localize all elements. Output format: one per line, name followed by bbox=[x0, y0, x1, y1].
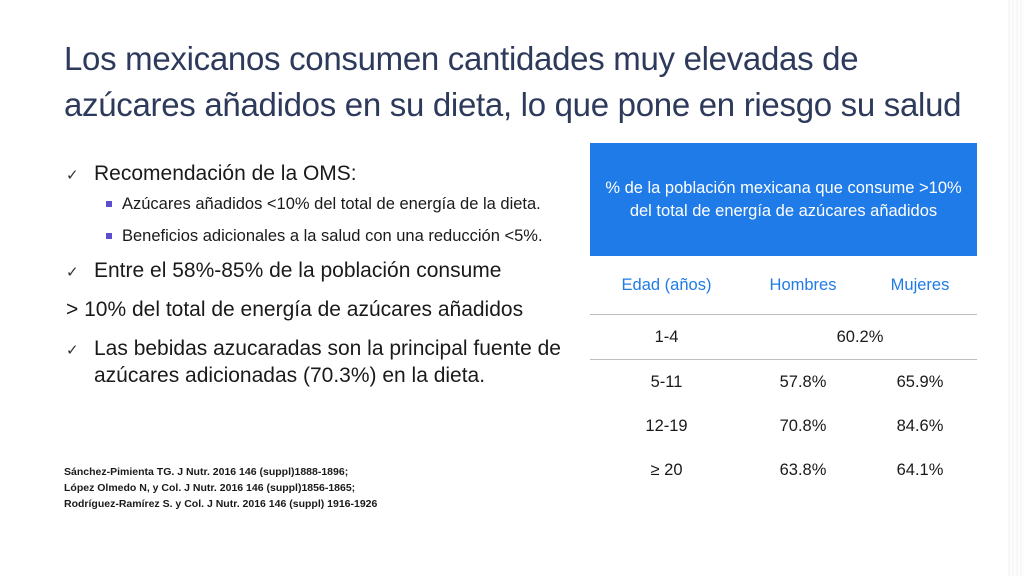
table-column-headers: Edad (años) Hombres Mujeres bbox=[590, 256, 977, 315]
cell-women: 84.6% bbox=[896, 416, 944, 435]
bullet-list: ✓ Recomendación de la OMS: Azúcares añad… bbox=[66, 160, 586, 389]
references: Sánchez-Pimienta TG. J Nutr. 2016 146 (s… bbox=[64, 464, 377, 512]
check-icon: ✓ bbox=[66, 263, 79, 281]
slide-edge-decoration bbox=[1008, 0, 1024, 576]
title-line-2: azúcares añadidos en su dieta, lo que po… bbox=[64, 86, 962, 123]
table-header-line-1: % de la población mexicana que consume >… bbox=[605, 178, 962, 197]
column-header-men: Hombres bbox=[769, 275, 837, 294]
cell-women: 64.1% bbox=[896, 460, 944, 479]
cell-men: 63.8% bbox=[779, 460, 827, 479]
column-header-women: Mujeres bbox=[890, 275, 950, 294]
sub-bullet-item: Azúcares añadidos <10% del total de ener… bbox=[66, 193, 586, 215]
check-icon: ✓ bbox=[66, 341, 79, 359]
square-bullet-icon bbox=[106, 233, 112, 239]
reference-item: Rodríguez-Ramírez S. y Col. J Nutr. 2016… bbox=[64, 498, 378, 510]
slide-title: Los mexicanos consumen cantidades muy el… bbox=[64, 36, 964, 128]
cell-men: 70.8% bbox=[779, 416, 827, 435]
cell-combined: 60.2% bbox=[836, 327, 884, 346]
reference-item: Sánchez-Pimienta TG. J Nutr. 2016 146 (s… bbox=[64, 466, 349, 478]
sub-bullet-text: Beneficios adicionales a la salud con un… bbox=[122, 227, 543, 245]
cell-men: 57.8% bbox=[779, 372, 827, 391]
table-row: ≥ 20 63.8% 64.1% bbox=[590, 448, 977, 492]
cell-age: 12-19 bbox=[645, 416, 688, 435]
cell-age: 5-11 bbox=[650, 372, 683, 391]
check-icon: ✓ bbox=[66, 166, 79, 184]
sub-bullet-item: Beneficios adicionales a la salud con un… bbox=[66, 225, 586, 247]
bullet-text: Entre el 58%-85% de la población consume bbox=[94, 259, 502, 282]
table-header-line-2: del total de energía de azúcares añadido… bbox=[629, 201, 938, 220]
table-row: 5-11 57.8% 65.9% bbox=[590, 360, 977, 404]
table-header: % de la población mexicana que consume >… bbox=[590, 143, 977, 256]
cell-age: ≥ 20 bbox=[650, 460, 683, 479]
bullet-text-line-1: Las bebidas azucaradas son la principal … bbox=[94, 337, 561, 360]
square-bullet-icon bbox=[106, 201, 112, 207]
bullet-text-line-2: azúcares adicionadas (70.3%) en la dieta… bbox=[94, 364, 486, 387]
cell-age: 1-4 bbox=[654, 327, 679, 346]
bullet-item-population: ✓ Entre el 58%-85% de la población consu… bbox=[66, 257, 586, 284]
table-row: 12-19 70.8% 84.6% bbox=[590, 404, 977, 448]
bullet-item-oms: ✓ Recomendación de la OMS: bbox=[66, 160, 586, 187]
bullet-item-beverages: ✓ Las bebidas azucaradas son la principa… bbox=[66, 335, 586, 389]
consumption-table: % de la población mexicana que consume >… bbox=[590, 143, 977, 492]
bullet-continuation: > 10% del total de energía de azúcares a… bbox=[66, 298, 524, 321]
cell-women: 65.9% bbox=[896, 372, 944, 391]
bullet-text: Recomendación de la OMS: bbox=[94, 162, 357, 185]
sub-bullet-text: Azúcares añadidos <10% del total de ener… bbox=[122, 195, 541, 213]
reference-item: López Olmedo N, y Col. J Nutr. 2016 146 … bbox=[64, 482, 356, 494]
table-row: 1-4 60.2% bbox=[590, 315, 977, 360]
title-line-1: Los mexicanos consumen cantidades muy el… bbox=[64, 40, 859, 77]
column-header-age: Edad (años) bbox=[621, 275, 712, 294]
